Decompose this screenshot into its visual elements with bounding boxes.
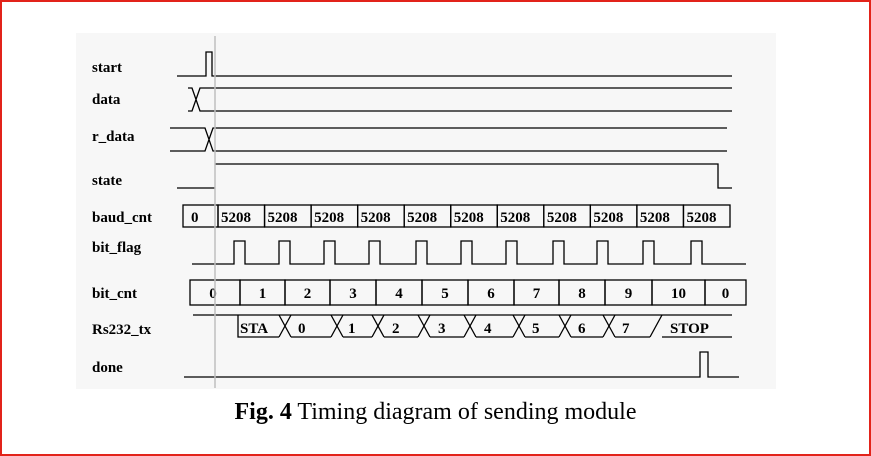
baud-cnt-value: 5208	[221, 210, 251, 226]
baud-cnt-value: 5208	[314, 210, 344, 226]
bit-cnt-value: 5	[441, 286, 449, 302]
baud-cnt-cell	[682, 204, 731, 228]
rs232-tx-start-bit	[237, 315, 279, 338]
signal-label-bit-flag: bit_flag	[92, 240, 142, 256]
baud-cnt-value: 5208	[268, 210, 298, 226]
baud-cnt-cell	[182, 204, 219, 228]
bit-flag-waveform	[192, 240, 746, 265]
rs232-tx-bit-label: 0	[298, 321, 306, 337]
signal-label-done: done	[92, 360, 123, 376]
bit-cnt-value: 1	[259, 286, 267, 302]
bit-cnt-value: 4	[395, 286, 403, 302]
bit-cnt-value: 0	[722, 286, 730, 302]
signal-label-rs232-tx: Rs232_tx	[92, 322, 152, 338]
baud-cnt-value: 5208	[547, 210, 577, 226]
rs232-tx-transition	[371, 314, 385, 338]
rs232-tx-transition	[463, 314, 477, 338]
rs232-tx-transition	[278, 314, 292, 338]
rs232-tx-bit-label: 5	[532, 321, 540, 337]
baud-cnt-value: 0	[191, 210, 199, 226]
figure-caption: Fig. 4 Timing diagram of sending module	[0, 399, 871, 426]
baud-cnt-value: 5208	[593, 210, 623, 226]
signal-label-start: start	[92, 60, 122, 76]
start-waveform	[177, 51, 732, 77]
rs232-tx-bit-label: STA	[240, 321, 268, 337]
caption-text: Timing diagram of sending module	[291, 399, 637, 425]
rs232-tx-bit-label: 2	[392, 321, 400, 337]
bit-cnt-value: 10	[671, 286, 686, 302]
rs232-tx-transition	[602, 314, 616, 338]
rs232-tx-bit-label: 3	[438, 321, 446, 337]
rs232-tx-transition	[417, 314, 431, 338]
rs232-tx-transition	[330, 314, 344, 338]
baud-cnt-value: 5208	[454, 210, 484, 226]
rs232-tx-bit-label: STOP	[670, 321, 709, 337]
baud-cnt-value: 5208	[640, 210, 670, 226]
caption-label: Fig. 4	[234, 399, 292, 425]
bit-cnt-value: 3	[349, 286, 357, 302]
signal-label-r-data: r_data	[92, 129, 135, 145]
baud-cnt-value: 5208	[686, 210, 716, 226]
bit-cnt-value: 7	[533, 286, 541, 302]
bit-cnt-value: 2	[304, 286, 312, 302]
rs232-tx-bit-label: 4	[484, 321, 492, 337]
baud-cnt-value: 5208	[500, 210, 530, 226]
signal-label-data: data	[92, 92, 121, 108]
signal-label-state: state	[92, 173, 122, 189]
data-waveform	[188, 87, 732, 112]
rs232-tx-bit-label: 7	[622, 321, 630, 337]
rs232-tx-transition	[512, 314, 526, 338]
signal-label-bit-cnt: bit_cnt	[92, 286, 137, 302]
bit-cnt-value: 9	[625, 286, 633, 302]
r-data-waveform	[170, 127, 727, 152]
done-waveform	[184, 351, 739, 378]
state-waveform	[177, 163, 732, 189]
bit-cnt-cell	[704, 279, 747, 306]
rs232-tx-bit-label: 6	[578, 321, 586, 337]
rs232-tx-transition	[558, 314, 572, 338]
baud-cnt-value: 5208	[361, 210, 391, 226]
bit-cnt-value: 6	[487, 286, 495, 302]
signal-label-baud-cnt: baud_cnt	[92, 210, 152, 226]
bit-cnt-value: 8	[578, 286, 586, 302]
bit-cnt-value: 0	[209, 286, 217, 302]
rs232-tx-bit-label: 1	[348, 321, 356, 337]
rs232-tx-transition	[649, 314, 663, 338]
baud-cnt-value: 5208	[407, 210, 437, 226]
